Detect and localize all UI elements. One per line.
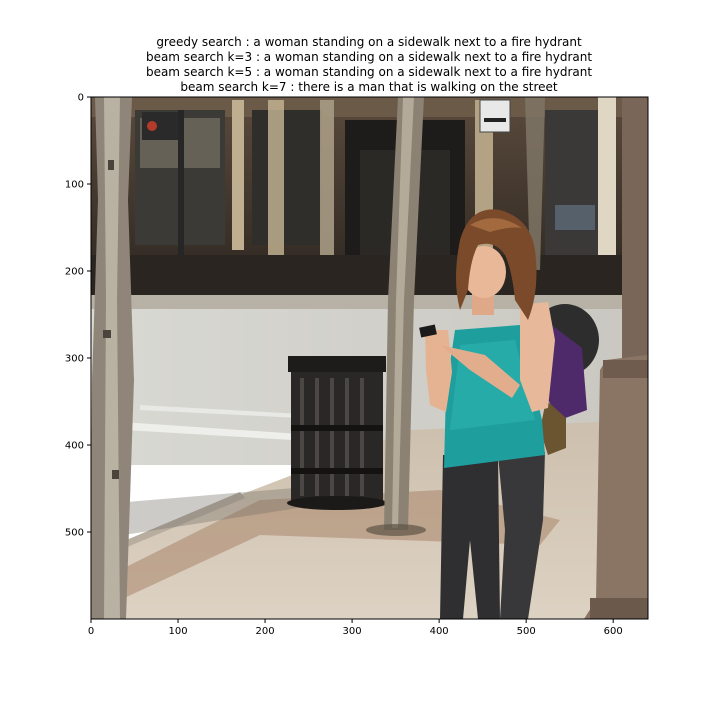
title-line-beam-k3: beam search k=3 : a woman standing on a …	[146, 50, 592, 64]
y-tick-label: 400	[65, 441, 84, 452]
y-tick-label: 100	[65, 180, 84, 191]
trash-can	[287, 356, 387, 510]
photo	[91, 97, 648, 619]
x-tick-label: 100	[168, 626, 187, 637]
x-tick-label: 200	[256, 626, 275, 637]
x-tick-label: 0	[88, 626, 94, 637]
title-line-beam-k7: beam search k=7 : there is a man that is…	[180, 80, 558, 94]
y-axis: 0 100 200 300 400 500	[65, 93, 91, 539]
lamp-post	[584, 97, 648, 619]
tree-left	[91, 97, 134, 619]
x-tick-label: 600	[604, 626, 623, 637]
x-axis: 0 100 200 300 400 500 600	[88, 619, 623, 637]
y-tick-label: 0	[78, 93, 84, 104]
shop-window-mid	[252, 110, 322, 245]
y-tick-label: 200	[65, 267, 84, 278]
shop-window-right	[545, 110, 600, 270]
title-line-greedy: greedy search : a woman standing on a si…	[156, 35, 582, 49]
x-tick-label: 400	[430, 626, 449, 637]
woman	[419, 209, 599, 619]
title-line-beam-k5: beam search k=5 : a woman standing on a …	[146, 65, 592, 79]
y-tick-label: 500	[65, 528, 84, 539]
street-sign	[479, 99, 511, 133]
tree-middle	[366, 97, 426, 536]
x-tick-label: 500	[517, 626, 536, 637]
y-tick-label: 300	[65, 354, 84, 365]
x-tick-label: 300	[343, 626, 362, 637]
